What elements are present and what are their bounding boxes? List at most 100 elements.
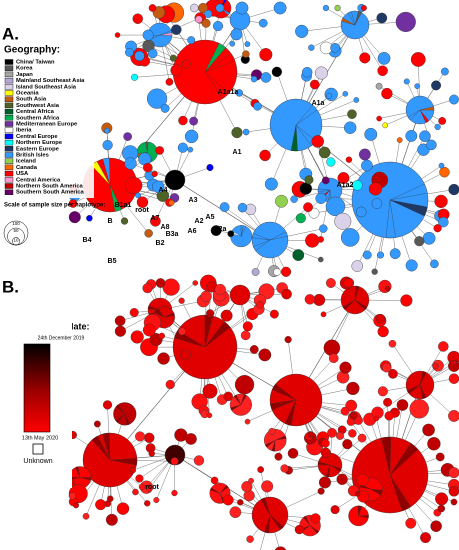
haplotype-node — [178, 327, 186, 336]
haplotype-node — [451, 359, 457, 366]
pie-slice — [358, 515, 369, 519]
haplotype-node — [214, 283, 226, 296]
haplotype-node — [449, 94, 459, 105]
legend-label: Northern South America — [16, 184, 84, 190]
haplotype-node — [273, 268, 281, 276]
haplotype-node — [396, 137, 403, 143]
haplotype-node — [124, 157, 137, 170]
haplotype-node — [135, 474, 144, 483]
haplotype-node — [93, 420, 101, 428]
pie-slice — [290, 124, 298, 152]
haplotype-node — [304, 294, 316, 305]
haplotype-node — [303, 202, 313, 213]
haplotype-node — [164, 169, 186, 191]
haplotype-node — [116, 502, 130, 515]
haplotype-node — [295, 24, 309, 38]
haplotype-node — [135, 192, 142, 199]
haplotype-node — [339, 361, 352, 374]
haplotype-node — [193, 455, 205, 466]
pie-slice — [347, 11, 356, 26]
haplotype-node — [68, 492, 76, 500]
haplotype-node — [410, 52, 426, 67]
pie-slice — [210, 487, 221, 494]
haplotype-node — [381, 362, 392, 373]
haplotype-node — [368, 182, 382, 196]
haplotype-node — [73, 502, 80, 509]
pie-slice — [155, 308, 165, 318]
haplotype-node — [189, 116, 198, 126]
haplotype-node — [204, 9, 213, 18]
haplotype-node — [241, 481, 253, 493]
pie-slice — [275, 435, 287, 441]
haplotype-node — [223, 391, 233, 402]
haplotype-node — [68, 199, 78, 208]
haplotype-node — [305, 233, 320, 248]
haplotype-node — [383, 397, 392, 407]
haplotype-node — [138, 483, 146, 491]
haplotype-node — [246, 535, 254, 543]
haplotype-node — [82, 512, 90, 520]
haplotype-node — [132, 488, 139, 496]
haplotype-node — [68, 211, 81, 224]
legend-label: Central Europe — [16, 134, 58, 140]
haplotype-node — [105, 513, 118, 526]
haplotype-node — [157, 352, 170, 365]
node-label: A2a — [214, 226, 227, 233]
pie-slice — [251, 233, 271, 241]
haplotype-node — [181, 59, 191, 69]
haplotype-node — [388, 369, 398, 379]
haplotype-node — [317, 487, 325, 495]
pie-slice — [253, 239, 271, 252]
haplotype-node — [180, 349, 191, 361]
haplotype-node — [230, 28, 243, 41]
haplotype-node — [334, 4, 341, 12]
pie-slice — [269, 514, 284, 530]
pie-slice — [406, 384, 421, 394]
unknown-swatch — [32, 443, 44, 455]
haplotype-node — [373, 415, 380, 422]
legend-swatch — [4, 158, 14, 164]
haplotype-node — [295, 213, 306, 224]
pie-slice — [75, 466, 81, 478]
haplotype-node — [448, 183, 459, 196]
haplotype-node — [396, 399, 409, 411]
haplotype-node — [351, 260, 364, 272]
haplotype-node — [134, 50, 145, 62]
legend-swatch — [4, 152, 14, 158]
haplotype-node — [95, 499, 107, 511]
pie-slice — [354, 11, 362, 26]
pie-slice — [317, 188, 331, 193]
haplotype-node — [360, 5, 367, 11]
haplotype-node — [219, 202, 230, 212]
haplotype-node — [215, 3, 225, 13]
haplotype-node — [242, 128, 250, 136]
pie-slice — [271, 383, 297, 401]
node-label: A6 — [188, 228, 197, 235]
haplotype-node — [142, 283, 153, 294]
pie-slice — [354, 299, 368, 311]
haplotype-node — [123, 132, 132, 141]
haplotype-node — [274, 452, 283, 461]
haplotype-node — [206, 163, 214, 172]
scale-circle — [11, 237, 21, 246]
haplotype-node — [371, 268, 378, 275]
haplotype-node — [147, 48, 158, 59]
pie-slice — [91, 435, 111, 461]
haplotype-node — [192, 280, 199, 286]
legend-swatch — [4, 177, 14, 183]
haplotype-node — [400, 294, 413, 307]
pie-slice — [269, 231, 288, 241]
haplotype-node — [313, 293, 326, 306]
haplotype-node — [290, 195, 298, 203]
haplotype-node — [260, 72, 272, 83]
haplotype-node — [114, 32, 121, 38]
legend-swatch — [4, 164, 14, 171]
haplotype-node — [102, 400, 113, 410]
haplotype-node — [375, 313, 386, 324]
haplotype-node — [376, 115, 382, 122]
pie-slice — [284, 399, 297, 426]
legend-label: Central Africa — [16, 109, 55, 115]
haplotype-node — [378, 279, 392, 293]
haplotype-node — [420, 532, 431, 544]
